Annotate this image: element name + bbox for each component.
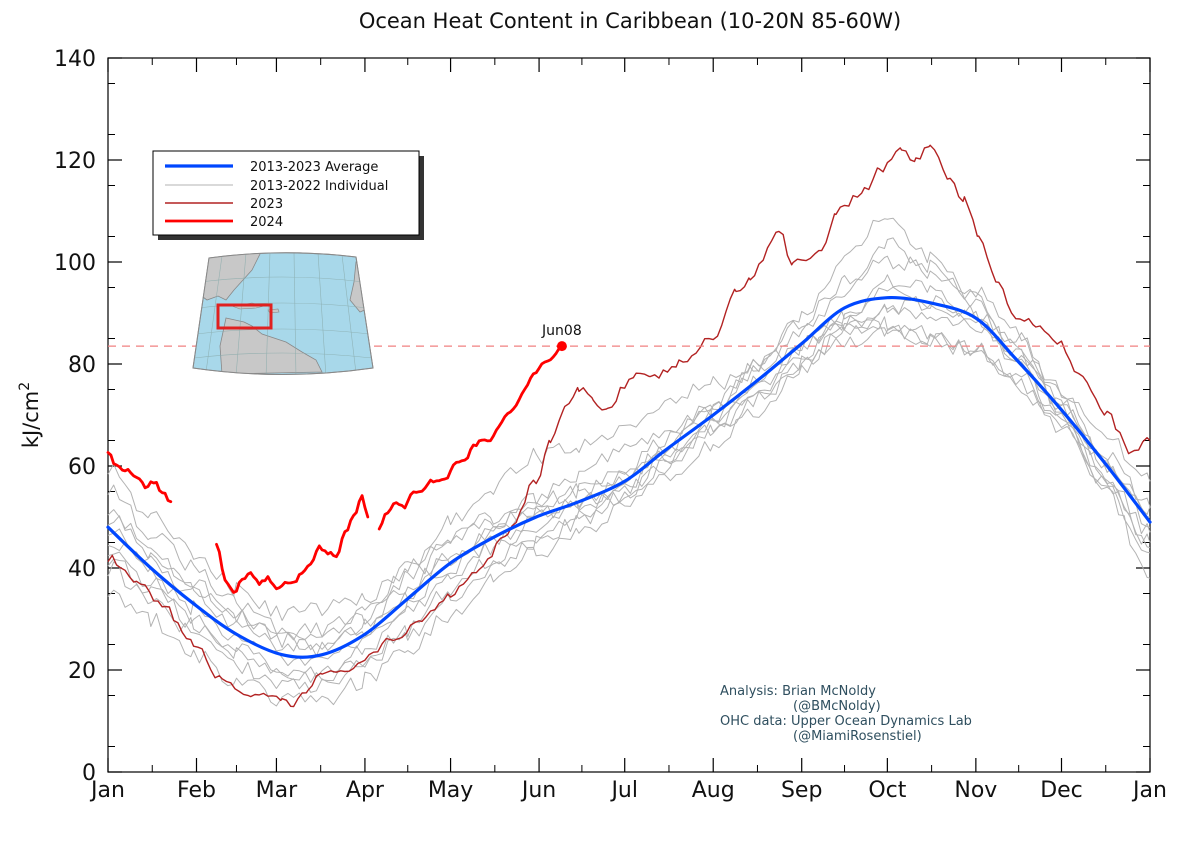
marker-latest-point — [556, 341, 567, 352]
series-individual-line — [107, 305, 1151, 640]
credit-data: OHC data: Upper Ocean Dynamics Lab — [720, 714, 972, 729]
credits: Analysis: Brian McNoldy (@BMcNoldy) OHC … — [720, 684, 972, 744]
series-individual-line — [107, 286, 1151, 683]
legend-label-2023: 2023 — [250, 197, 283, 212]
x-tick-label: Jun — [520, 778, 556, 803]
chart-title: Ocean Heat Content in Caribbean (10-20N … — [359, 9, 901, 33]
series-2024-line — [215, 494, 370, 594]
credit-analysis-handle: (@BMcNoldy) — [793, 699, 881, 714]
y-tick-label: 120 — [54, 149, 96, 174]
x-tick-label: Sep — [781, 778, 822, 803]
y-axis-label-text: kJ/cm — [19, 391, 43, 448]
series-average-line — [106, 295, 1152, 659]
x-tick-label: Jan — [89, 778, 125, 803]
x-tick-label: Oct — [868, 778, 906, 803]
legend-label-2024: 2024 — [250, 215, 283, 230]
x-tick-label: Jul — [609, 778, 638, 803]
credit-data-handle: (@MiamiRosenstiel) — [793, 729, 922, 744]
x-tick-label: May — [428, 778, 473, 803]
legend-label-individual: 2013-2022 Individual — [250, 179, 388, 194]
x-tick-label: Jan — [1131, 778, 1167, 803]
y-tick-label: 0 — [82, 761, 96, 786]
y-tick-label: 100 — [54, 251, 96, 276]
x-tick-label: Aug — [692, 778, 735, 803]
x-tick-label: Apr — [346, 778, 385, 803]
y-axis-label-superscript: 2 — [17, 382, 33, 391]
x-tick-label: Feb — [177, 778, 216, 803]
legend-label-average: 2013-2023 Average — [250, 160, 378, 175]
marker-latest-label: Jun08 — [541, 323, 582, 339]
y-tick-label: 20 — [68, 659, 96, 684]
y-tick-label: 60 — [68, 455, 96, 480]
y-tick-label: 40 — [68, 557, 96, 582]
y-tick-label: 140 — [54, 47, 96, 72]
plot-area: 0 20 40 60 80 100 120 140 Jan Feb Mar Apr May Jun Jul A… — [54, 47, 1167, 803]
legend: 2013-2023 Average 2013-2022 Individual 2… — [152, 150, 424, 240]
credit-analysis: Analysis: Brian McNoldy — [720, 684, 876, 699]
x-tick-label: Mar — [256, 778, 298, 803]
y-tick-label: 80 — [68, 353, 96, 378]
map-region-box — [216, 303, 273, 330]
series-2023-line — [107, 144, 1151, 708]
series-individual-line — [107, 295, 1151, 621]
x-tick-label: Dec — [1040, 778, 1083, 803]
series-2024-line — [106, 451, 173, 504]
x-tick-label: Nov — [954, 778, 997, 803]
series-individual-line — [107, 327, 1151, 652]
series-2024-line — [377, 344, 564, 531]
region-map-inset — [192, 252, 374, 375]
plot-frame — [107, 57, 1151, 773]
y-axis-label: kJ/cm2 — [17, 382, 43, 448]
